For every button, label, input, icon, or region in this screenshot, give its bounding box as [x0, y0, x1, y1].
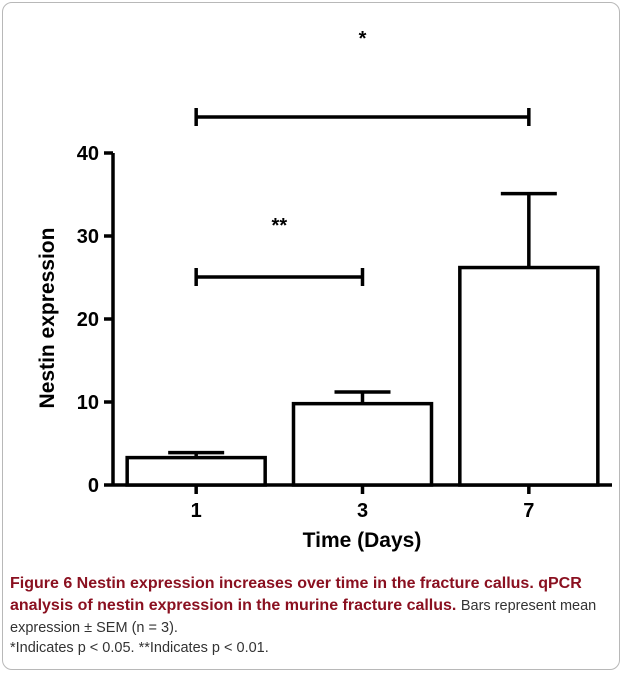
y-tick-label: 40	[77, 143, 99, 165]
y-axis-label: Nestin expression	[36, 228, 59, 409]
bar	[291, 401, 434, 487]
y-tick-label: 10	[77, 392, 99, 414]
caption-lead: Figure 6 Nestin expression increases ove…	[10, 575, 582, 614]
significance-brackets: ***	[194, 28, 531, 286]
x-tick-label: 3	[357, 500, 368, 522]
caption-notes: *Indicates p < 0.05. **Indicates p < 0.0…	[10, 640, 269, 656]
significance-label: *	[359, 28, 367, 50]
significance-label: **	[272, 215, 288, 237]
x-tick-label: 1	[191, 500, 202, 522]
y-tick-label: 30	[77, 226, 99, 248]
caption-body: Bars represent mean expression ± SEM (n …	[10, 598, 597, 636]
bar	[125, 455, 267, 487]
bar	[458, 265, 600, 487]
x-tick-label: 7	[523, 500, 534, 522]
chart-bars	[125, 191, 600, 487]
y-tick-label: 0	[88, 475, 99, 497]
figure-caption: Figure 6 Nestin expression increases ove…	[10, 573, 610, 639]
x-axis-label: Time (Days)	[303, 529, 422, 552]
y-tick-label: 20	[77, 309, 99, 331]
